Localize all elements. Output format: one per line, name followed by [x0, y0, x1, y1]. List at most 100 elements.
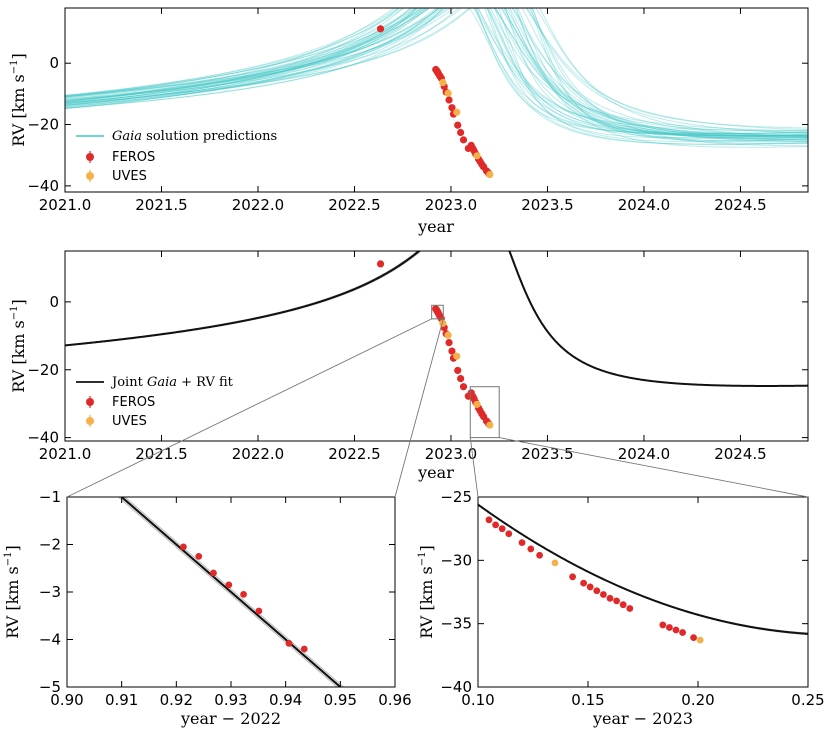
zoom-connector — [66, 318, 432, 498]
gaia-prediction-curve — [65, 8, 808, 137]
xtick-label: 2021.0 — [39, 445, 92, 463]
gaia-prediction-curve — [65, 8, 808, 136]
joint-fit-curve — [65, 251, 808, 387]
feros-point — [485, 516, 493, 524]
uves-point — [551, 559, 559, 567]
ytick-label: 0 — [49, 293, 59, 311]
gaia-prediction-curve — [65, 8, 808, 139]
panel-zoom-left: 0.90 0.91 0.92 0.93 0.94 0.95 0.96 −1 −2 −3 −4 −5 y… — [3, 488, 412, 728]
zoom-left-curve — [117, 497, 345, 687]
legend-uves-marker-2 — [86, 417, 94, 425]
feros-point — [454, 366, 462, 375]
ytick-label: 0 — [49, 54, 59, 72]
ytick-label: −1 — [39, 488, 61, 506]
joint-fit-line — [120, 497, 342, 687]
feros-point — [518, 539, 526, 546]
xtick-label: 0.96 — [378, 691, 411, 709]
zoom-right-ylabel: RV [km s−1] — [417, 545, 436, 639]
uves-point — [486, 170, 494, 179]
gaia-prediction-curve — [65, 8, 808, 138]
feros-point — [376, 260, 385, 268]
gaia-prediction-curve — [65, 8, 808, 133]
legend-feros-marker — [86, 153, 94, 161]
gaia-prediction-curve — [65, 8, 808, 129]
feros-point — [459, 136, 468, 144]
gaia-prediction-curve — [65, 8, 808, 145]
top-legend: Gaia solution predictions FEROS UVES — [76, 129, 277, 184]
zoom-boxes — [431, 304, 500, 439]
feros-point — [580, 579, 587, 587]
xtick-label: 2021.5 — [135, 445, 188, 463]
feros-point — [210, 569, 217, 577]
zoom-connector — [469, 437, 479, 498]
feros-point — [457, 128, 465, 137]
gaia-prediction-curve — [65, 8, 808, 135]
top-xlabel: year — [417, 217, 454, 236]
gaia-prediction-curve — [65, 8, 808, 136]
feros-point — [569, 573, 576, 581]
feros-point — [457, 374, 465, 383]
joint-fit-line — [478, 503, 808, 635]
feros-point — [448, 347, 456, 355]
panel-gaia-predictions: 2021.0 2021.5 2022.0 2022.5 2023.0 2023.5 2024… — [9, 7, 809, 236]
feros-point — [180, 543, 187, 551]
xtick-label: 2021.5 — [135, 196, 188, 214]
legend-uves-marker — [86, 172, 94, 180]
feros-point — [240, 590, 247, 598]
gaia-prediction-curve — [65, 8, 808, 138]
uves-point — [473, 400, 481, 408]
zoom-connector-lines — [66, 318, 809, 498]
feros-point — [613, 597, 620, 605]
feros-point — [690, 634, 697, 641]
xtick-label: 0.94 — [269, 691, 302, 709]
ytick-label: −3 — [39, 583, 61, 601]
feros-point — [527, 545, 535, 553]
uves-point — [453, 352, 461, 360]
xtick-label: 2022.0 — [232, 196, 285, 214]
feros-point — [536, 551, 543, 559]
panel-joint-fit: 2021.0 2021.5 2022.0 2022.5 2023.0 2023.5 2024… — [9, 250, 809, 482]
zoom-box — [469, 386, 500, 439]
zoom-right-plot-frame — [477, 496, 809, 688]
xtick-label: 2023.0 — [425, 196, 478, 214]
zoom-left-ylabel: RV [km s−1] — [3, 545, 22, 639]
gaia-prediction-curve — [65, 8, 808, 137]
middle-legend: Joint Gaia + RV fit FEROS UVES — [76, 375, 234, 429]
ytick-label: −2 — [39, 536, 61, 554]
feros-point — [672, 626, 680, 634]
gaia-prediction-curve — [65, 8, 808, 137]
feros-point — [376, 25, 385, 33]
gaia-prediction-curve — [65, 8, 808, 141]
feros-point — [586, 583, 594, 591]
gaia-prediction-curve — [65, 8, 808, 148]
feros-point — [606, 594, 614, 602]
gaia-prediction-curve — [65, 8, 808, 132]
legend-feros-marker-2 — [86, 398, 94, 406]
xtick-label: 2022.5 — [328, 445, 381, 463]
ytick-label: −5 — [39, 678, 61, 696]
feros-point — [492, 521, 499, 529]
top-observations — [376, 25, 494, 179]
xtick-label: 2023.5 — [521, 196, 574, 214]
zoom-left-xlabel: year − 2022 — [180, 709, 281, 728]
xtick-label: 0.20 — [681, 691, 714, 709]
middle-xlabel: year — [417, 463, 454, 482]
middle-ylabel: RV [km s−1] — [9, 299, 28, 393]
feros-point — [454, 121, 462, 129]
fit-sample-curve — [478, 504, 808, 635]
ytick-label: −20 — [27, 361, 59, 379]
uves-point — [439, 319, 447, 327]
fit-sample-curve — [478, 504, 808, 636]
feros-point — [285, 639, 293, 647]
feros-point — [659, 621, 667, 629]
xtick-label: 0.92 — [160, 691, 193, 709]
gaia-prediction-curve — [65, 8, 808, 139]
feros-point — [593, 587, 601, 595]
xtick-label: 2024.5 — [714, 196, 767, 214]
zoom-right-curve — [478, 503, 808, 636]
xtick-label: 2024.0 — [618, 445, 671, 463]
middle-plot-frame — [64, 250, 809, 442]
fit-sample-curve — [478, 504, 808, 634]
feros-point — [225, 581, 233, 589]
zoom-left-observations — [180, 543, 308, 653]
